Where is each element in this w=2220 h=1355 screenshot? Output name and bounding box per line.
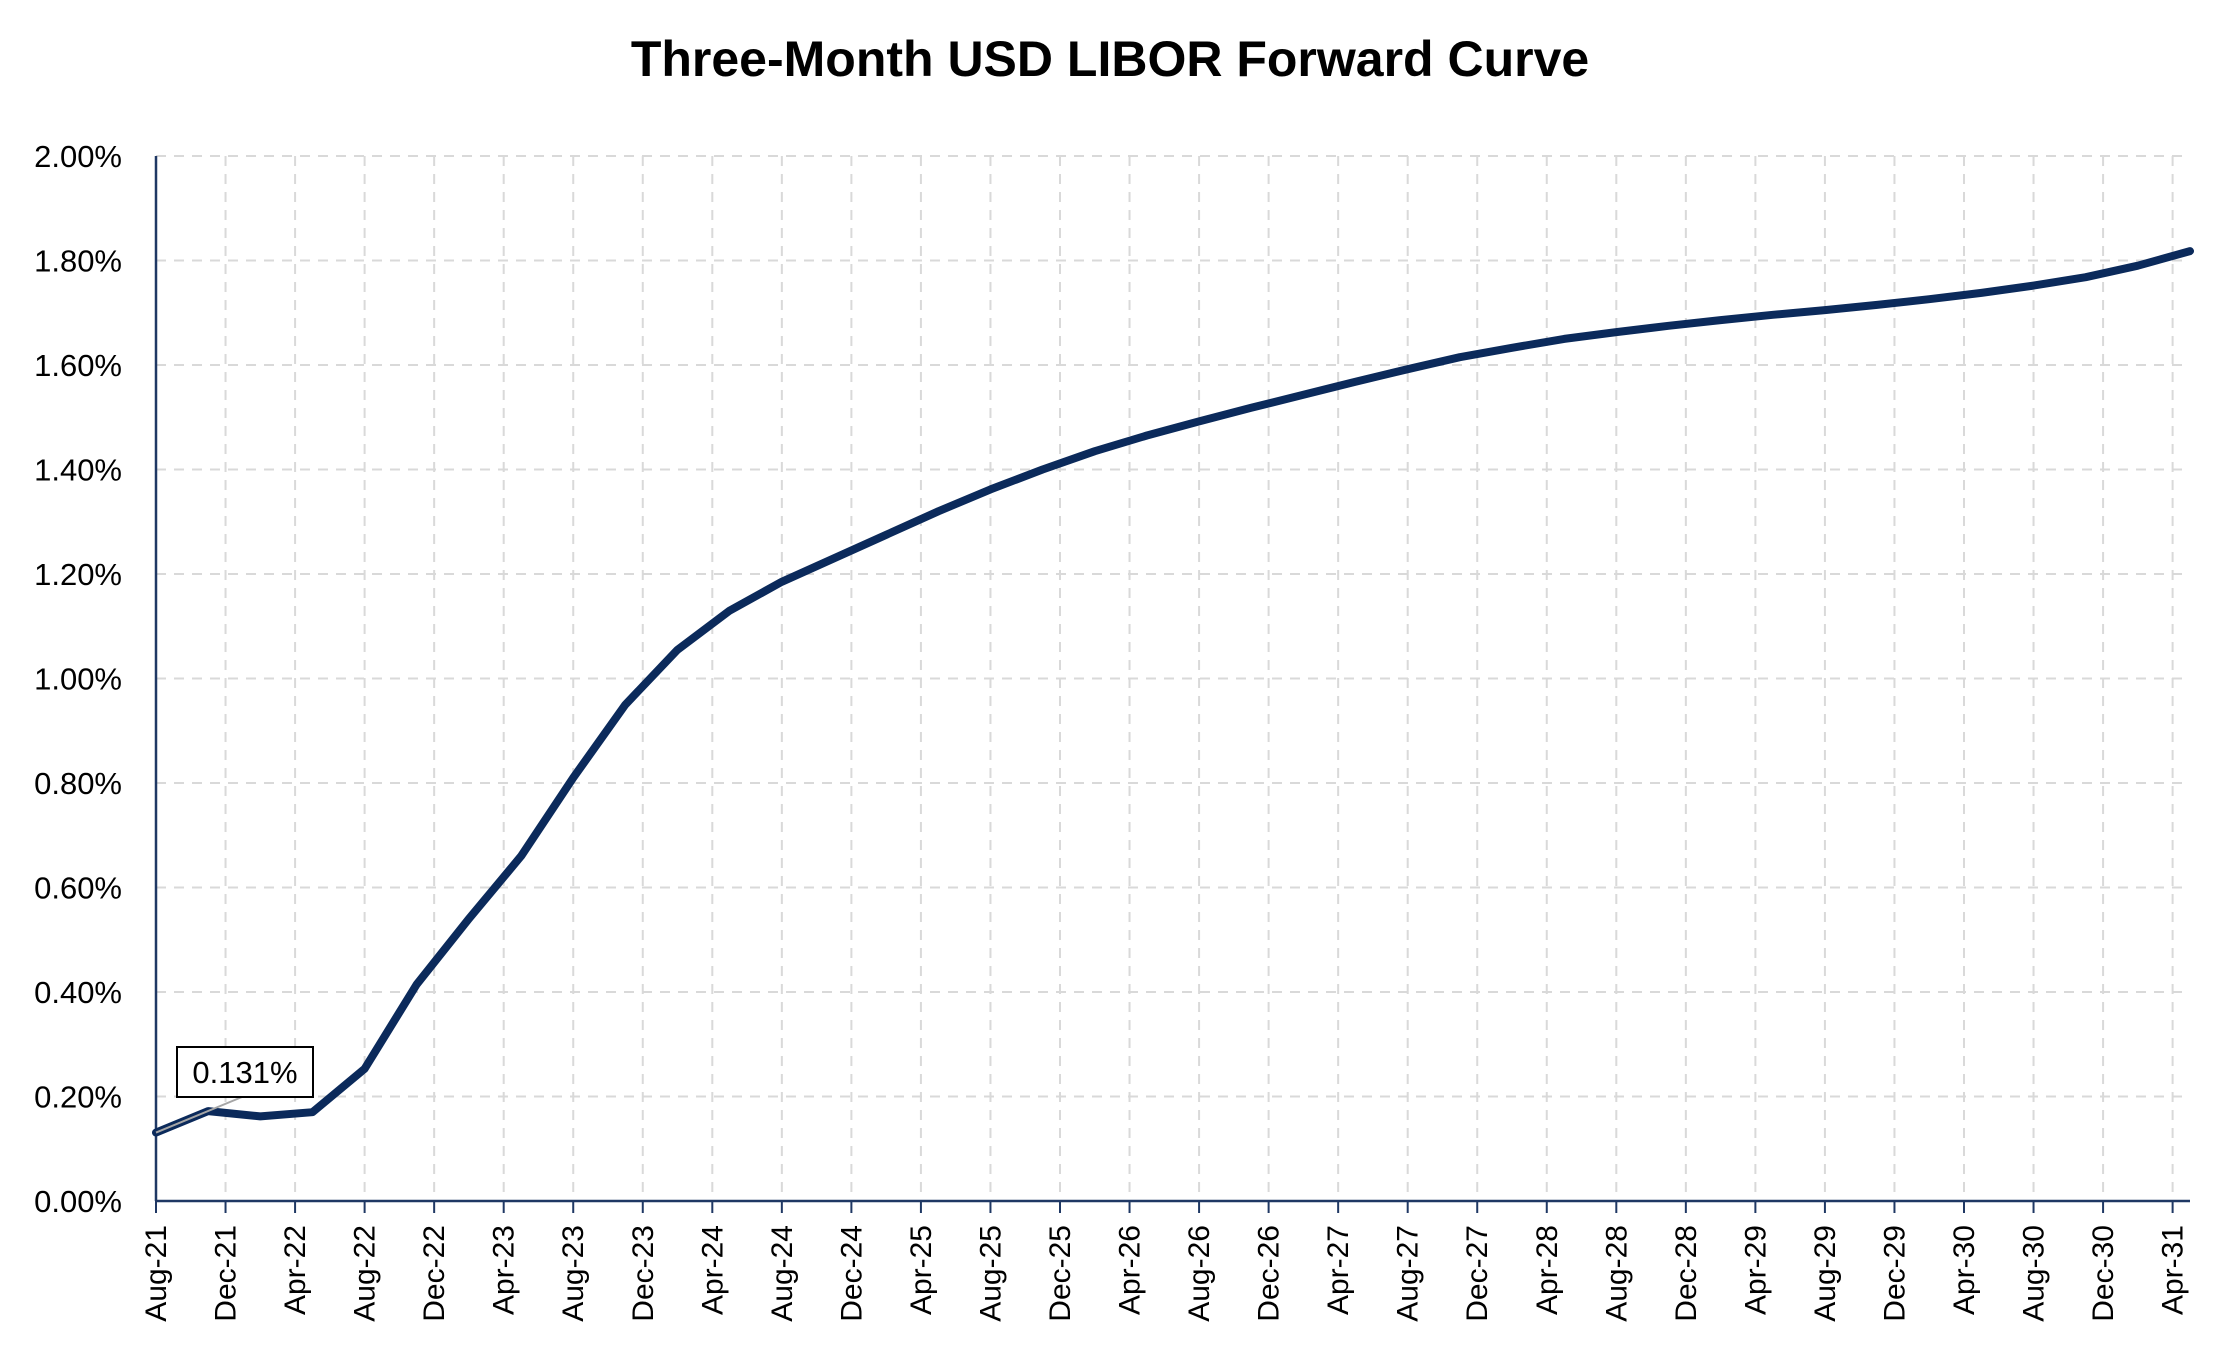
x-tick-label: Apr-26 xyxy=(1114,1225,1147,1315)
x-tick-label: Aug-29 xyxy=(1809,1225,1842,1322)
y-tick-label: 1.20% xyxy=(34,557,122,592)
x-tick-label: Aug-22 xyxy=(349,1225,382,1322)
y-tick-label: 0.40% xyxy=(34,975,122,1010)
x-tick-label: Dec-27 xyxy=(1461,1225,1494,1322)
annotation-box xyxy=(176,1046,314,1098)
x-tick-label: Dec-23 xyxy=(627,1225,660,1322)
y-tick-label: 0.20% xyxy=(34,1080,122,1115)
x-tick-label: Apr-29 xyxy=(1739,1225,1772,1315)
x-tick-label: Apr-30 xyxy=(1948,1225,1981,1315)
x-tick-label: Apr-24 xyxy=(696,1225,729,1315)
y-tick-label: 1.80% xyxy=(34,244,122,279)
annotation-label: 0.131% xyxy=(192,1055,297,1090)
x-tick-label: Aug-27 xyxy=(1392,1225,1425,1322)
x-tick-label: Aug-24 xyxy=(766,1225,799,1322)
y-tick-label: 0.00% xyxy=(34,1184,122,1219)
annotation-leader-line xyxy=(155,1096,243,1134)
x-tick-label: Aug-21 xyxy=(140,1225,173,1322)
x-tick-label: Dec-29 xyxy=(1878,1225,1911,1322)
x-tick-label: Aug-26 xyxy=(1183,1225,1216,1322)
x-tick-label: Aug-28 xyxy=(1600,1225,1633,1322)
x-tick-label: Dec-24 xyxy=(835,1225,868,1322)
y-tick-label: 1.60% xyxy=(34,348,122,383)
y-tick-label: 0.80% xyxy=(34,766,122,801)
x-tick-label: Dec-25 xyxy=(1044,1225,1077,1322)
x-tick-label: Dec-28 xyxy=(1670,1225,1703,1322)
x-tick-label: Aug-30 xyxy=(2018,1225,2051,1322)
x-tick-label: Aug-25 xyxy=(974,1225,1007,1322)
x-tick-label: Dec-21 xyxy=(210,1225,243,1322)
x-tick-label: Apr-22 xyxy=(279,1225,312,1315)
x-tick-label: Apr-31 xyxy=(2157,1225,2190,1315)
x-tick-label: Aug-23 xyxy=(557,1225,590,1322)
x-tick-label: Dec-30 xyxy=(2087,1225,2120,1322)
x-tick-label: Apr-27 xyxy=(1322,1225,1355,1315)
x-tick-label: Dec-22 xyxy=(418,1225,451,1322)
x-tick-label: Dec-26 xyxy=(1253,1225,1286,1322)
y-tick-label: 0.60% xyxy=(34,871,122,906)
y-tick-label: 2.00% xyxy=(34,139,122,174)
x-tick-label: Apr-23 xyxy=(488,1225,521,1315)
chart-title: Three-Month USD LIBOR Forward Curve xyxy=(630,31,1590,87)
y-tick-label: 1.00% xyxy=(34,662,122,697)
x-tick-label: Apr-28 xyxy=(1531,1225,1564,1315)
series-line xyxy=(152,247,2194,1137)
y-tick-label: 1.40% xyxy=(34,453,122,488)
x-tick-label: Apr-25 xyxy=(905,1225,938,1315)
